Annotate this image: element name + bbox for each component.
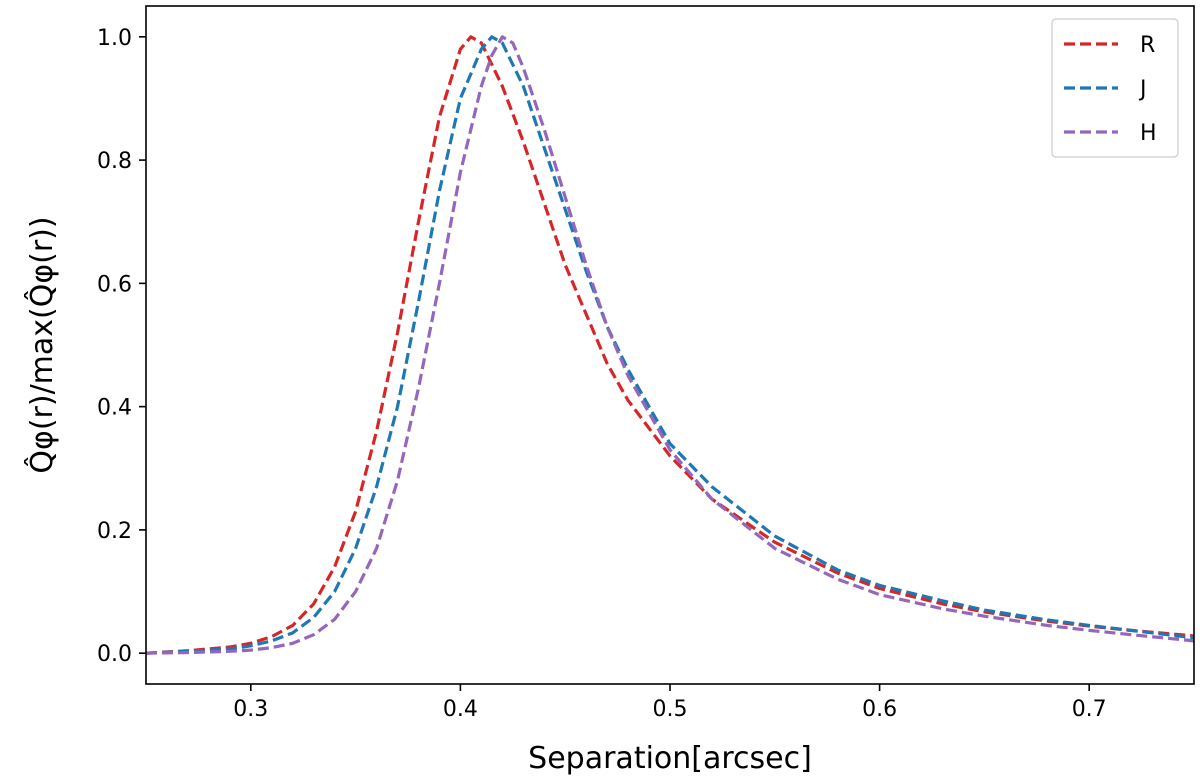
series-layer — [145, 35, 1195, 655]
x-tick-label: 0.5 — [653, 697, 688, 722]
x-tick-label: 0.4 — [443, 697, 478, 722]
legend-label-h: H — [1140, 121, 1157, 146]
legend: RJH — [1051, 18, 1179, 158]
legend-label-j: J — [1138, 77, 1147, 102]
x-tick-label: 0.7 — [1072, 697, 1107, 722]
series-line-r — [145, 35, 1195, 655]
y-tick-label: 0.6 — [97, 272, 132, 297]
y-axis: 0.0 0.2 0.4 0.6 0.8 1.0 — [97, 26, 146, 667]
series-line-j — [145, 35, 1195, 655]
y-tick-label: 0.4 — [97, 396, 132, 421]
x-tick-label: 0.6 — [862, 697, 897, 722]
y-axis-label: Q̂φ(r)/max(Q̂φ(r)) — [24, 216, 60, 473]
legend-label-r: R — [1140, 33, 1155, 58]
x-tick-label: 0.3 — [233, 697, 268, 722]
series-line-h — [145, 35, 1195, 655]
x-axis-label: Separation[arcsec] — [528, 741, 812, 776]
y-tick-label: 0.0 — [97, 642, 132, 667]
x-axis: 0.3 0.4 0.5 0.6 0.7 — [233, 684, 1107, 722]
plot-frame — [145, 5, 1195, 685]
y-tick-label: 1.0 — [97, 26, 132, 51]
y-tick-label: 0.8 — [97, 149, 132, 174]
y-tick-label: 0.2 — [97, 519, 132, 544]
